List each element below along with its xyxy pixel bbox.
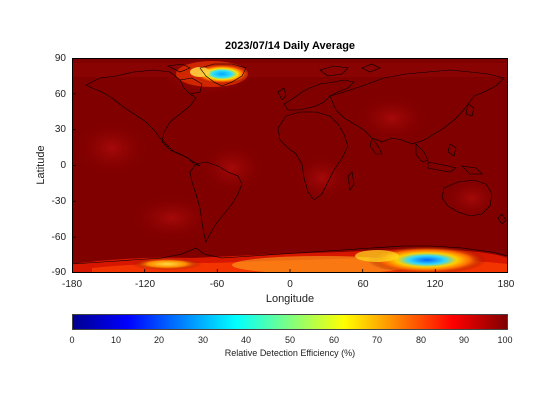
y-tick-label: 0 — [60, 160, 66, 171]
y-axis-label: Latitude — [35, 145, 47, 185]
colorbar-tick-label: 90 — [458, 335, 469, 345]
efficiency-map — [72, 58, 508, 273]
colorbar-label: Relative Detection Efficiency (%) — [224, 348, 356, 358]
coastlines — [72, 63, 508, 265]
colorbar-tick-label: 70 — [371, 335, 382, 345]
colorbar-tick-label: 20 — [153, 335, 164, 345]
x-tick-label: 60 — [357, 279, 369, 290]
x-tick-label: 120 — [426, 279, 444, 290]
colorbar-tick-label: 0 — [69, 335, 75, 345]
y-tick-label: -30 — [51, 196, 66, 207]
colorbar-tick-label: 50 — [284, 335, 295, 345]
y-tick-label: -90 — [51, 267, 66, 278]
y-tick-label: -60 — [51, 232, 66, 243]
x-axis-label: Longitude — [265, 293, 315, 305]
colorbar-tick-label: 30 — [197, 335, 208, 345]
colorbar — [72, 314, 508, 330]
y-tick-label: 90 — [54, 53, 66, 64]
x-tick-label: -180 — [61, 279, 82, 290]
colorbar-tick-label: 10 — [110, 335, 121, 345]
colorbar-tick-label: 60 — [328, 335, 339, 345]
y-tick-label: 60 — [54, 89, 66, 100]
x-tick-label: -60 — [209, 279, 225, 290]
y-tick-label: 30 — [54, 124, 66, 135]
colorbar-tick-label: 40 — [240, 335, 251, 345]
x-tick-label: 180 — [497, 279, 515, 290]
colorbar-tick-label: 80 — [415, 335, 426, 345]
chart-title: 2023/07/14 Daily Average — [224, 40, 356, 52]
tick-marks — [72, 93, 436, 273]
colorbar-tick-label: 100 — [497, 335, 513, 345]
x-tick-label: 0 — [287, 279, 293, 290]
antarctica-low-efficiency — [72, 246, 508, 273]
map-panel[interactable] — [72, 58, 508, 273]
x-tick-label: -120 — [134, 279, 155, 290]
